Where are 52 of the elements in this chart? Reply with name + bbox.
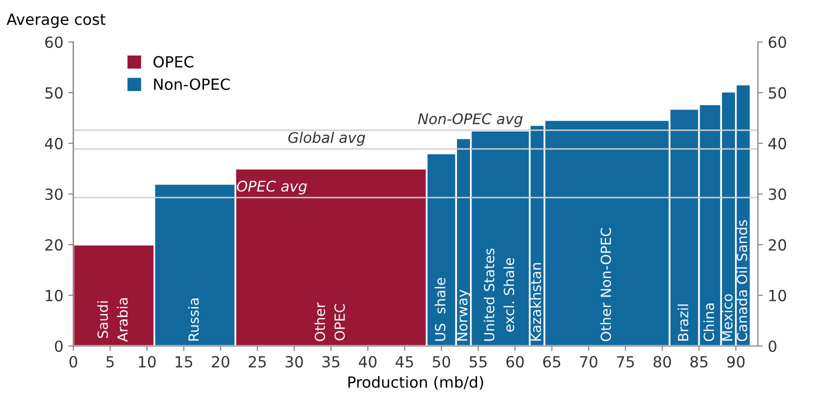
- x-tick-label: 15: [176, 356, 192, 368]
- y2-tick-label: 20: [768, 239, 786, 251]
- x-tick-label: 85: [690, 356, 708, 368]
- x-tick-label: 25: [248, 356, 266, 368]
- y-tick-label: 0: [54, 340, 63, 352]
- x-tick-label: 80: [654, 356, 671, 368]
- y-tick-label: 30: [45, 188, 63, 200]
- category-label: Russia: [188, 298, 199, 341]
- x-tick-label: 50: [432, 356, 450, 368]
- y2-tick-label: 60: [768, 36, 786, 48]
- ref-line-label: Non-OPEC avg: [418, 113, 523, 128]
- category-label: Saudi Arabia: [97, 298, 128, 342]
- x-tick-label: 75: [616, 356, 634, 368]
- y2-tick-label: 50: [768, 87, 786, 99]
- y-tick-label: 10: [46, 290, 63, 302]
- y-axis-title: Average cost: [6, 14, 106, 28]
- y2-tick-label: 10: [769, 290, 786, 302]
- x-tick-label: 30: [286, 356, 303, 368]
- x-axis-title: Production (mb/d): [348, 376, 484, 390]
- category-label: China: [703, 304, 714, 342]
- category-label: Other Non-OPEC: [600, 228, 612, 342]
- x-tick-label: 45: [396, 356, 413, 368]
- x-tick-label: 20: [212, 356, 230, 368]
- ref-line-label: Global avg: [288, 132, 366, 146]
- y2-tick-label: 0: [768, 340, 776, 352]
- category-label: Other OPEC: [314, 302, 345, 342]
- x-tick-label: 70: [580, 356, 598, 368]
- ref-line-label: OPEC avg: [236, 180, 307, 195]
- category-label: US shale: [434, 278, 446, 341]
- x-tick-label: 40: [358, 356, 377, 368]
- x-tick-label: 0: [69, 356, 78, 368]
- legend-label: OPEC: [153, 56, 194, 68]
- x-tick-label: 90: [727, 356, 745, 368]
- x-tick-label: 65: [543, 356, 560, 368]
- y-tick-label: 40: [44, 138, 63, 150]
- x-tick-label: 55: [470, 356, 487, 368]
- category-label: Brazil: [678, 304, 688, 341]
- y2-tick-label: 30: [768, 188, 786, 200]
- x-tick-label: 60: [506, 356, 524, 368]
- category-label: Kazakhstan: [530, 263, 542, 341]
- category-label: Canada Oil Sands: [736, 220, 748, 342]
- x-tick-label: 35: [322, 356, 340, 368]
- category-label: United States excl. Shale: [484, 248, 514, 341]
- y-tick-label: 60: [45, 36, 63, 48]
- category-label: Mexico: [722, 294, 733, 341]
- y-tick-label: 20: [45, 239, 63, 251]
- y2-tick-label: 40: [768, 138, 786, 150]
- legend-label: Non-OPEC: [154, 78, 230, 90]
- x-tick-label: 5: [106, 356, 114, 368]
- category-label: Norway: [457, 290, 470, 341]
- x-tick-label: 10: [138, 356, 156, 368]
- y-tick-label: 50: [45, 87, 63, 99]
